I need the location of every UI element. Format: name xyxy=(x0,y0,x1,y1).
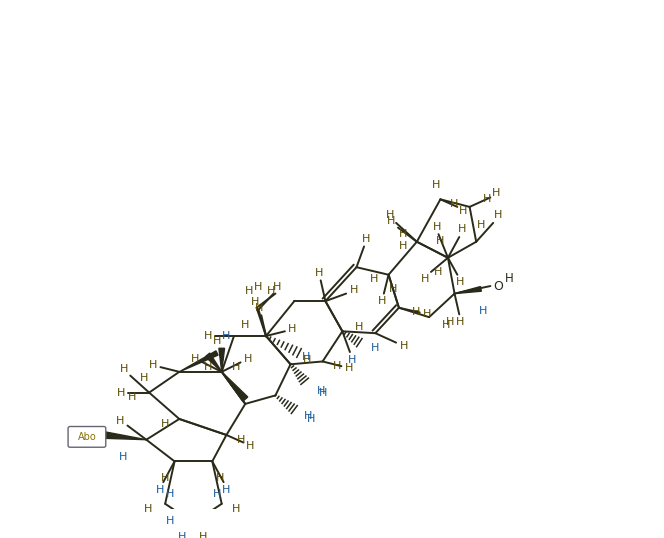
Text: H: H xyxy=(199,532,207,538)
Text: H: H xyxy=(421,273,430,284)
FancyBboxPatch shape xyxy=(68,427,106,447)
Text: H: H xyxy=(144,504,152,513)
Text: H: H xyxy=(166,516,174,526)
Text: H: H xyxy=(213,490,221,499)
Text: H: H xyxy=(362,234,370,244)
Text: H: H xyxy=(161,473,169,483)
Text: H: H xyxy=(319,387,328,398)
Text: H: H xyxy=(317,386,325,395)
Text: H: H xyxy=(246,441,254,451)
Text: H: H xyxy=(203,362,212,372)
Text: H: H xyxy=(434,267,443,277)
Text: H: H xyxy=(288,324,297,335)
Text: H: H xyxy=(400,342,408,351)
Text: H: H xyxy=(432,180,440,190)
Text: H: H xyxy=(494,210,502,221)
Text: H: H xyxy=(459,206,467,216)
Text: H: H xyxy=(303,355,311,365)
Text: H: H xyxy=(483,194,491,204)
Text: H: H xyxy=(120,364,128,374)
Text: H: H xyxy=(140,373,149,384)
Text: H: H xyxy=(456,317,464,327)
Text: H: H xyxy=(255,303,264,313)
Text: H: H xyxy=(432,222,441,232)
Text: H: H xyxy=(222,485,230,494)
Text: H: H xyxy=(315,268,323,278)
Text: H: H xyxy=(387,216,396,226)
Text: H: H xyxy=(450,199,459,209)
Text: H: H xyxy=(492,188,500,198)
Text: H: H xyxy=(378,296,386,306)
Text: H: H xyxy=(301,352,310,362)
Text: H: H xyxy=(442,320,450,330)
Text: H: H xyxy=(232,362,240,372)
Text: H: H xyxy=(371,274,378,285)
Text: H: H xyxy=(389,284,398,294)
Text: H: H xyxy=(477,220,485,230)
Text: H: H xyxy=(412,307,420,317)
Text: H: H xyxy=(345,363,353,373)
Text: H: H xyxy=(446,317,454,327)
Text: H: H xyxy=(116,416,124,426)
Text: H: H xyxy=(203,331,212,341)
Polygon shape xyxy=(219,348,224,372)
Text: H: H xyxy=(456,277,464,287)
Polygon shape xyxy=(222,372,248,401)
Polygon shape xyxy=(205,353,222,372)
Text: H: H xyxy=(333,361,341,371)
Text: H: H xyxy=(349,285,358,295)
Text: H: H xyxy=(254,282,263,292)
Text: H: H xyxy=(178,532,187,538)
Text: H: H xyxy=(479,306,487,316)
Text: H: H xyxy=(505,272,513,285)
Text: H: H xyxy=(458,224,466,235)
Text: H: H xyxy=(398,242,407,251)
Text: H: H xyxy=(307,414,315,424)
Text: Abo: Abo xyxy=(78,432,96,442)
Text: H: H xyxy=(161,419,169,429)
Text: H: H xyxy=(304,411,313,421)
Text: H: H xyxy=(348,355,356,365)
Text: H: H xyxy=(436,236,445,246)
Text: H: H xyxy=(386,210,394,221)
Text: H: H xyxy=(213,336,221,346)
Text: H: H xyxy=(244,353,252,364)
Text: H: H xyxy=(398,229,407,239)
Text: H: H xyxy=(216,473,224,483)
Polygon shape xyxy=(104,431,146,440)
Text: H: H xyxy=(245,286,253,296)
Text: H: H xyxy=(241,320,250,330)
Text: H: H xyxy=(423,309,432,320)
Text: H: H xyxy=(371,343,380,353)
Text: H: H xyxy=(266,286,275,296)
Text: O: O xyxy=(493,280,503,293)
Text: H: H xyxy=(128,392,136,402)
Text: H: H xyxy=(149,360,157,370)
Text: H: H xyxy=(355,322,363,331)
Text: H: H xyxy=(166,490,174,499)
Polygon shape xyxy=(455,287,481,294)
Text: H: H xyxy=(250,297,259,307)
Text: H: H xyxy=(222,331,230,341)
Text: H: H xyxy=(232,504,240,513)
Polygon shape xyxy=(179,351,218,372)
Text: H: H xyxy=(236,435,245,445)
Text: H: H xyxy=(156,485,165,494)
Text: H: H xyxy=(119,452,127,462)
Text: H: H xyxy=(117,387,125,398)
Text: H: H xyxy=(273,282,282,292)
Text: H: H xyxy=(191,353,199,364)
